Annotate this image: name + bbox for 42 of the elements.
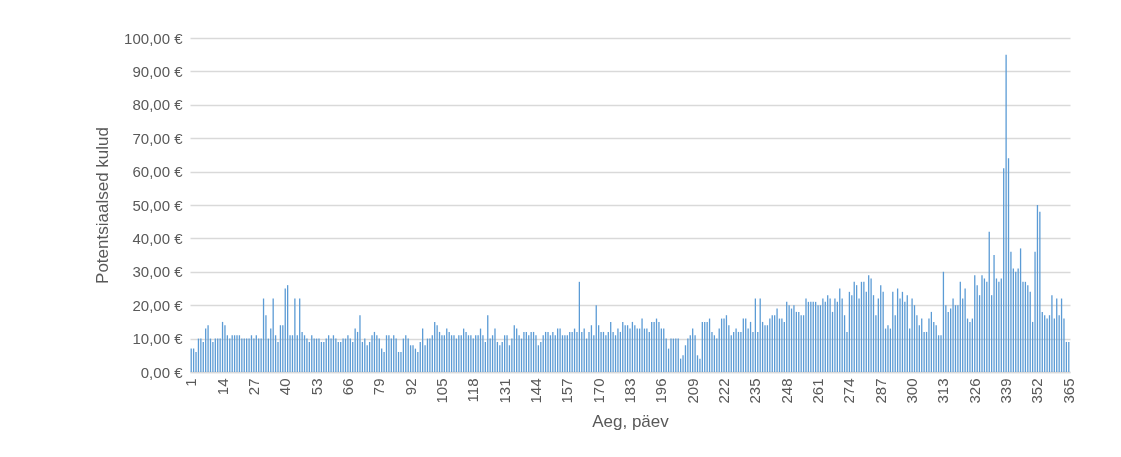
x-tick-label: 209 [683,378,701,404]
x-tick-label: 1 [182,378,200,387]
x-tick-label: 66 [338,378,356,396]
y-tick-label: 30,00 € [132,263,184,281]
x-tick-label: 339 [997,378,1015,404]
x-tick-label: 53 [307,378,325,396]
x-tick-label: 235 [746,378,764,404]
x-tick-label: 131 [495,378,513,404]
y-tick-label: 70,00 € [132,129,184,147]
y-tick-label: 100,00 € [124,29,184,47]
x-tick-label: 40 [276,378,294,396]
x-tick-label: 157 [558,378,576,404]
x-tick-label: 300 [903,378,921,404]
x-tick-label: 92 [401,378,419,396]
x-tick-label: 222 [715,378,733,404]
y-tick-label: 10,00 € [132,330,184,348]
x-tick-label: 105 [432,378,450,404]
y-tick-label: 50,00 € [132,196,184,214]
y-tick-label: 0,00 € [140,363,184,381]
x-tick-label: 287 [871,378,889,404]
x-tick-label: 313 [934,378,952,404]
y-axis-title: Potentsiaalsed kulud [93,127,113,284]
x-tick-label: 196 [652,378,670,404]
x-tick-label: 248 [777,378,795,404]
x-tick-label: 183 [621,378,638,404]
x-tick-label: 144 [526,378,544,404]
x-tick-label: 79 [370,378,388,396]
x-tick-label: 261 [809,378,827,404]
x-tick-label: 326 [965,378,983,404]
y-tick-label: 90,00 € [132,62,184,80]
x-tick-label: 14 [213,378,231,396]
x-tick-label: 365 [1059,378,1077,404]
x-tick-label: 118 [464,378,482,403]
x-axis-title: Aeg, päev [592,411,670,431]
y-tick-label: 60,00 € [132,163,184,181]
y-tick-label: 20,00 € [132,296,184,314]
y-tick-label: 40,00 € [132,229,184,247]
x-tick-label: 274 [840,378,858,404]
x-tick-label: 352 [1028,378,1046,404]
x-tick-label: 27 [244,378,262,396]
y-tick-label: 80,00 € [132,96,184,114]
x-tick-label: 170 [589,378,607,404]
